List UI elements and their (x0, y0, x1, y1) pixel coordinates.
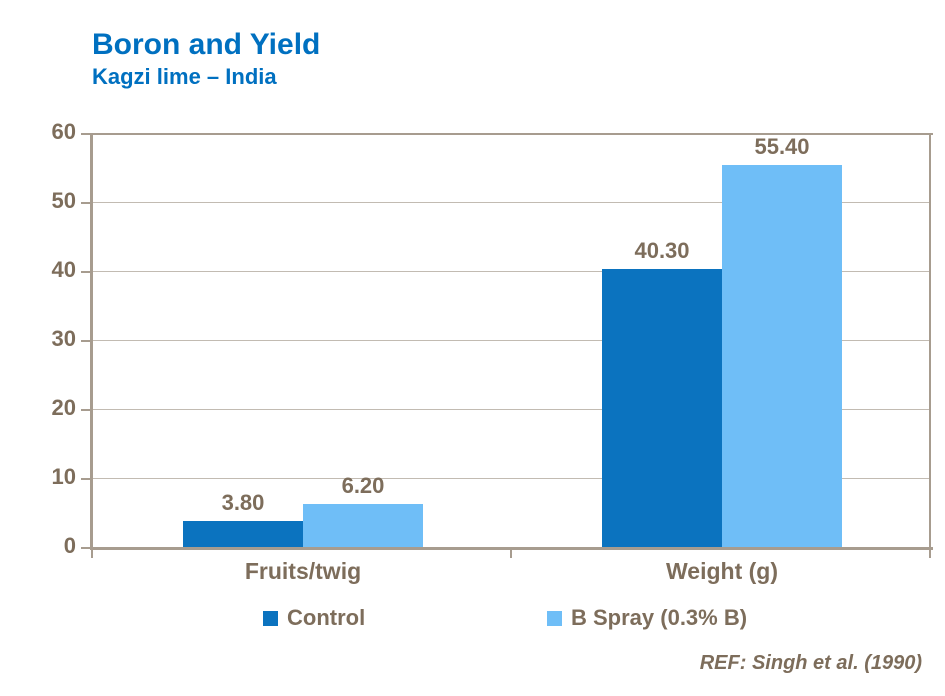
y-axis-label: 10 (51, 464, 76, 489)
x-axis-tick (91, 550, 93, 558)
y-gridline (93, 340, 931, 341)
y-axis-label: 20 (51, 395, 76, 420)
y-axis-tick (81, 478, 90, 480)
y-gridline (93, 478, 931, 479)
bar-value-label: 3.80 (221, 490, 265, 515)
chart-title: Boron and Yield (92, 28, 321, 61)
y-axis-label: 60 (51, 119, 76, 144)
y-axis-label: 0 (63, 533, 76, 558)
y-axis-label: 30 (51, 326, 76, 351)
bar-b-spray (303, 504, 423, 547)
chart-subtitle: Kagzi lime – India (92, 64, 277, 89)
y-gridline (93, 271, 931, 272)
y-gridline (93, 409, 931, 410)
reference-citation: REF: Singh et al. (1990) (699, 652, 922, 674)
y-axis-line (90, 133, 93, 550)
x-axis-tick (510, 550, 512, 558)
x-category-label: Fruits/twig (244, 558, 362, 584)
y-axis-label: 50 (51, 188, 76, 213)
legend-swatch (263, 610, 278, 626)
bar-value-label: 6.20 (341, 473, 385, 498)
bar-control (183, 521, 303, 547)
legend-swatch (547, 610, 562, 626)
y-axis-tick (81, 133, 90, 135)
bar-value-label: 40.30 (634, 238, 690, 263)
legend-label: Control (287, 605, 366, 630)
x-axis-line (90, 547, 933, 550)
x-category-label: Weight (g) (666, 558, 778, 584)
y-axis-label: 40 (51, 257, 76, 282)
bar-control (602, 269, 722, 547)
y-axis-tick (81, 271, 90, 273)
y-axis-tick (81, 340, 90, 342)
y-gridline (93, 202, 931, 203)
legend-label: B Spray (0.3% B) (571, 605, 748, 630)
x-axis-tick (929, 550, 931, 558)
bar-value-label: 55.40 (754, 134, 810, 159)
y-axis-tick (81, 409, 90, 411)
bar-b-spray (722, 165, 842, 547)
y-axis-tick (81, 547, 90, 549)
legend-item: Control (263, 605, 365, 631)
plot-border-top (90, 133, 933, 135)
y-axis-tick (81, 202, 90, 204)
legend-item: B Spray (0.3% B) (547, 605, 747, 631)
plot-border-right (929, 133, 931, 550)
